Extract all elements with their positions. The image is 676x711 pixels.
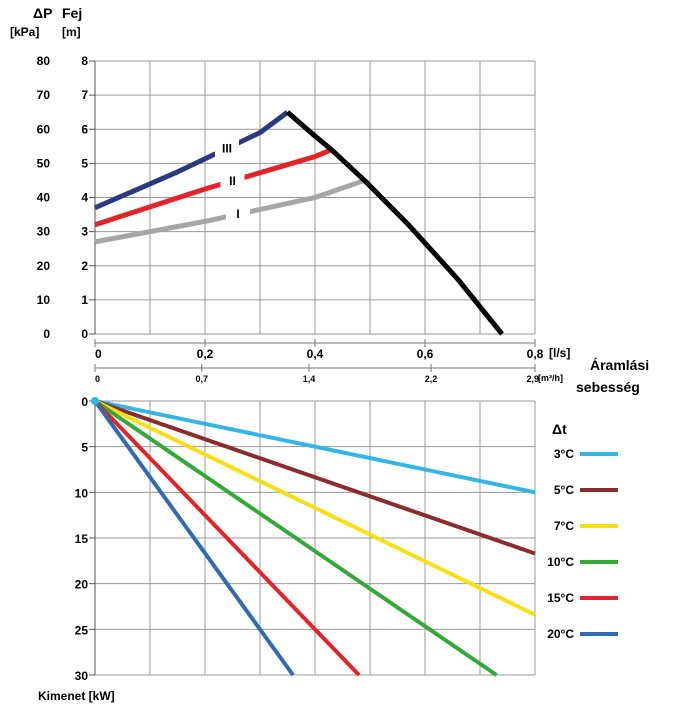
output-tick-label: 5 [81, 441, 88, 455]
curve-label-I: I [236, 207, 239, 221]
pressure-tick-label: 70 [37, 88, 51, 102]
output-axis-label: Kimenet [kW] [38, 689, 115, 703]
pressure-tick-label: 20 [37, 259, 51, 273]
legend-label: 10°C [547, 555, 574, 569]
legend-label: 3°C [554, 447, 574, 461]
head-tick-label: 3 [81, 225, 88, 239]
output-line-3c [94, 399, 536, 495]
pressure-tick-label: 50 [37, 156, 51, 170]
output-tick-label: 20 [75, 578, 89, 592]
output-line-5c [94, 399, 536, 556]
pressure-tick-label: 40 [37, 191, 51, 205]
head-tick-label: 0 [81, 327, 88, 341]
x-primary-unit: [l/s] [549, 346, 570, 360]
x-secondary-unit: [m³/h] [538, 373, 563, 383]
curve-label-III: III [222, 141, 232, 155]
x-secondary-tick-label: 1,4 [303, 374, 316, 384]
legend-label: 5°C [554, 483, 574, 497]
pump-curve-I [94, 178, 366, 245]
curve-label-bg [220, 170, 245, 191]
head-tick-label: 2 [81, 259, 88, 273]
legend-label: 7°C [554, 519, 574, 533]
head-tick-label: 5 [81, 156, 88, 170]
output-line-20c [93, 399, 295, 677]
x-primary-tick-label: 0 [95, 347, 102, 361]
output-tick-label: 0 [81, 395, 88, 409]
head-tick-label: 8 [81, 54, 88, 68]
pressure-tick-label: 10 [37, 293, 51, 307]
output-tick-label: 10 [75, 486, 89, 500]
head-tick-label: 1 [81, 293, 88, 307]
x-axis-label-line2: sebesség [576, 379, 640, 395]
x-primary-tick-label: 0,2 [197, 347, 214, 361]
output-tick-label: 25 [75, 623, 89, 637]
pressure-axis-unit: [kPa] [10, 25, 39, 39]
curve-label-bg [215, 138, 239, 159]
x-axis-label-line1: Áramlási [590, 357, 649, 373]
head-tick-label: 6 [81, 122, 88, 136]
output-line-10c [93, 399, 498, 677]
curve-label-bg [226, 204, 250, 225]
x-primary-tick-label: 0,8 [527, 347, 544, 361]
x-secondary-tick-label: 0 [95, 374, 100, 384]
output-line-15c [93, 399, 361, 677]
x-secondary-tick-label: 0,7 [195, 374, 208, 384]
x-secondary-tick-label: 2,9 [526, 374, 539, 384]
head-axis-label: Fej [62, 5, 82, 21]
pressure-tick-label: 60 [37, 122, 51, 136]
pressure-axis-label: ΔP [33, 5, 52, 21]
output-line-7c [94, 399, 536, 617]
pressure-tick-label: 30 [37, 225, 51, 239]
pressure-tick-label: 80 [37, 54, 51, 68]
curve-label-II: II [229, 174, 236, 188]
head-tick-label: 7 [81, 88, 88, 102]
origin-dot [91, 397, 99, 405]
legend-title: Δt [552, 421, 567, 437]
x-primary-tick-label: 0,6 [417, 347, 434, 361]
x-primary-tick-label: 0,4 [307, 347, 324, 361]
legend-label: 15°C [547, 591, 574, 605]
output-tick-label: 15 [75, 532, 89, 546]
pump-curve-system [285, 110, 504, 336]
x-secondary-tick-label: 2,2 [425, 374, 438, 384]
pressure-tick-label: 0 [43, 327, 50, 341]
head-axis-unit: [m] [62, 25, 81, 39]
head-tick-label: 4 [81, 191, 88, 205]
legend-label: 20°C [547, 627, 574, 641]
pump-curve-II [94, 147, 333, 228]
output-tick-label: 30 [75, 669, 89, 683]
